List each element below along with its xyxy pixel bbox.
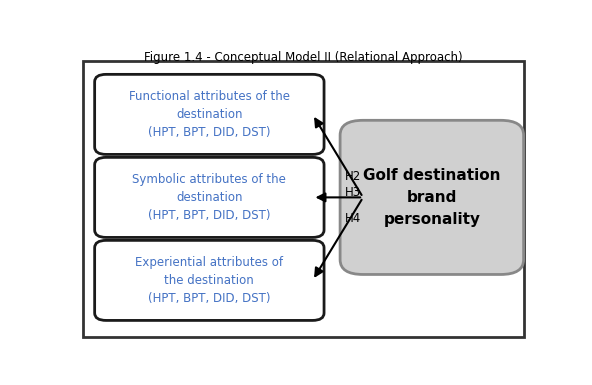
FancyBboxPatch shape xyxy=(340,120,524,275)
Text: Golf destination
brand
personality: Golf destination brand personality xyxy=(363,168,501,227)
FancyBboxPatch shape xyxy=(95,240,324,320)
Text: Symbolic attributes of the
destination
(HPT, BPT, DID, DST): Symbolic attributes of the destination (… xyxy=(133,173,287,222)
Text: Experiential attributes of
the destination
(HPT, BPT, DID, DST): Experiential attributes of the destinati… xyxy=(136,256,284,305)
Text: Figure 1.4 - Conceptual Model II (Relational Approach): Figure 1.4 - Conceptual Model II (Relati… xyxy=(144,51,463,64)
FancyBboxPatch shape xyxy=(95,157,324,238)
Text: Functional attributes of the
destination
(HPT, BPT, DID, DST): Functional attributes of the destination… xyxy=(129,90,290,139)
FancyBboxPatch shape xyxy=(95,74,324,154)
Text: H3: H3 xyxy=(345,186,361,199)
Text: H4: H4 xyxy=(345,212,361,224)
Text: H2: H2 xyxy=(345,170,361,183)
